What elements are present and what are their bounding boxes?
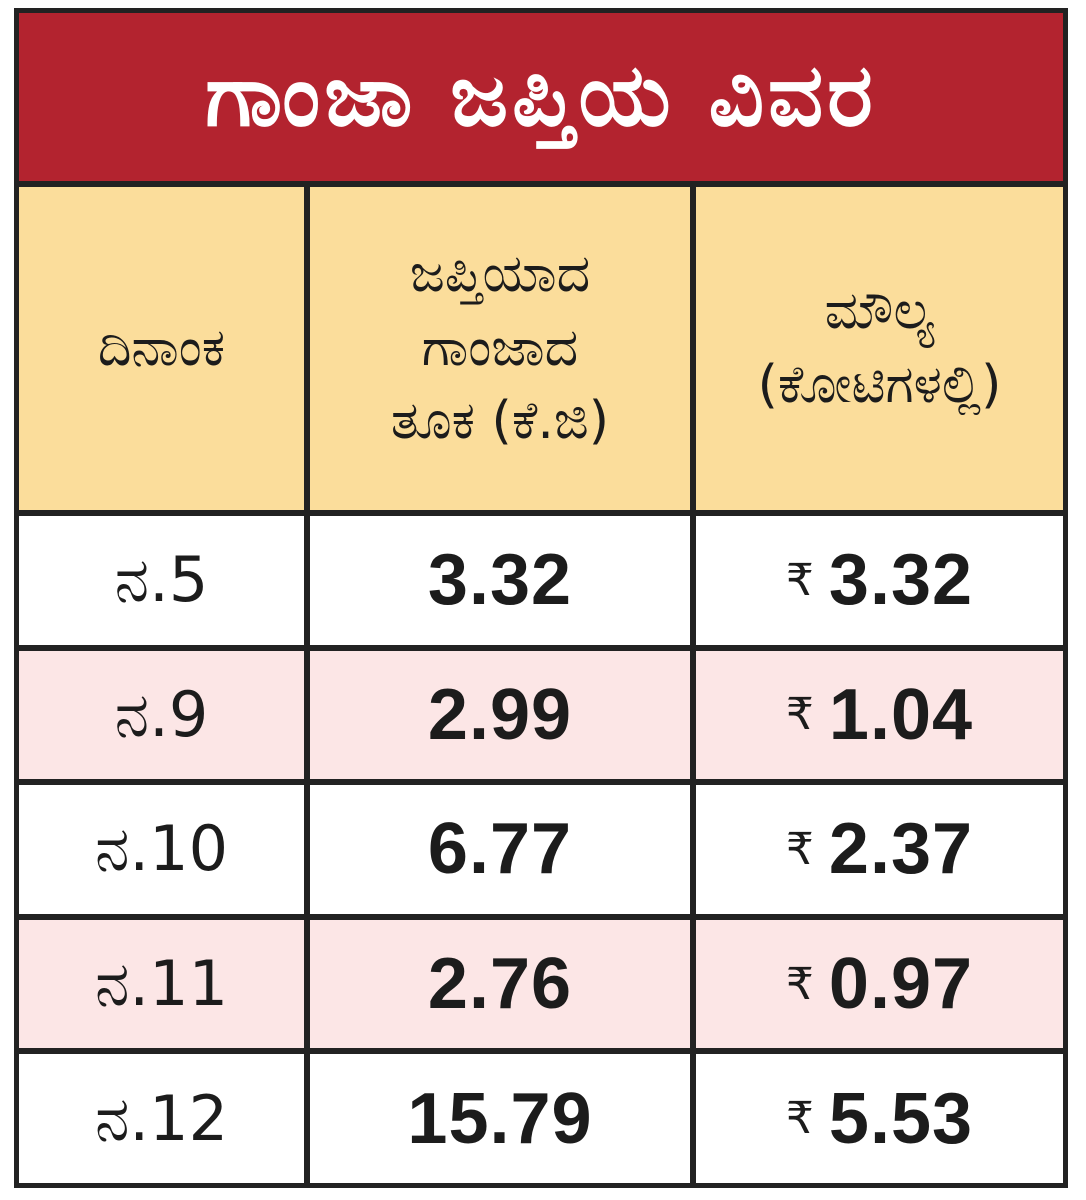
table-row-value: ₹ 0.97 [696,919,1063,1049]
value-amount: 1.04 [828,674,974,755]
rupee-icon: ₹ [785,958,815,1010]
table-row-value: ₹ 2.37 [696,785,1063,914]
table-row-weight: 2.76 [310,919,690,1049]
table-row-date: ನ.12 [19,1054,304,1183]
seizure-table: ಗಾಂಜಾ ಜಪ್ತಿಯ ವಿವರ ದಿನಾಂಕ ಜಪ್ತಿಯಾದ ಗಾಂಜಾದ… [14,8,1068,1188]
header-value-line-2: (ಕೋಟಿಗಳಲ್ಲಿ) [757,354,1002,415]
header-weight-line-1: ಜಪ್ತಿಯಾದ [409,243,591,304]
header-date-line: ದಿನಾಂಕ [97,317,226,378]
table-row-value: ₹ 3.32 [696,516,1063,645]
header-value: ಮೌಲ್ಯ (ಕೋಟಿಗಳಲ್ಲಿ) [696,187,1063,510]
header-date: ದಿನಾಂಕ [19,187,304,510]
header-value-line-1: ಮೌಲ್ಯ [824,280,935,341]
table-row-date: ನ.9 [19,650,304,780]
table-title: ಗಾಂಜಾ ಜಪ್ತಿಯ ವಿವರ [19,13,1063,181]
rupee-icon: ₹ [785,554,815,606]
header-weight-line-2: ಗಾಂಜಾದ [421,317,579,378]
table-row-weight: 15.79 [310,1054,690,1183]
table-row-date: ನ.11 [19,919,304,1049]
table-row-value: ₹ 1.04 [696,650,1063,780]
header-weight: ಜಪ್ತಿಯಾದ ಗಾಂಜಾದ ತೂಕ (ಕೆ.ಜಿ) [310,187,690,510]
table-row-date: ನ.10 [19,785,304,914]
value-amount: 5.53 [828,1078,974,1159]
table-row-date: ನ.5 [19,516,304,645]
value-amount: 0.97 [828,944,974,1025]
rupee-icon: ₹ [785,1093,815,1145]
rupee-icon: ₹ [785,689,815,741]
header-weight-line-3: ತೂಕ (ಕೆ.ಜಿ) [390,391,610,452]
value-amount: 3.32 [828,540,974,621]
table-row-weight: 3.32 [310,516,690,645]
table-row-value: ₹ 5.53 [696,1054,1063,1183]
rupee-icon: ₹ [785,823,815,875]
table-row-weight: 2.99 [310,650,690,780]
table-row-weight: 6.77 [310,785,690,914]
value-amount: 2.37 [828,809,974,890]
